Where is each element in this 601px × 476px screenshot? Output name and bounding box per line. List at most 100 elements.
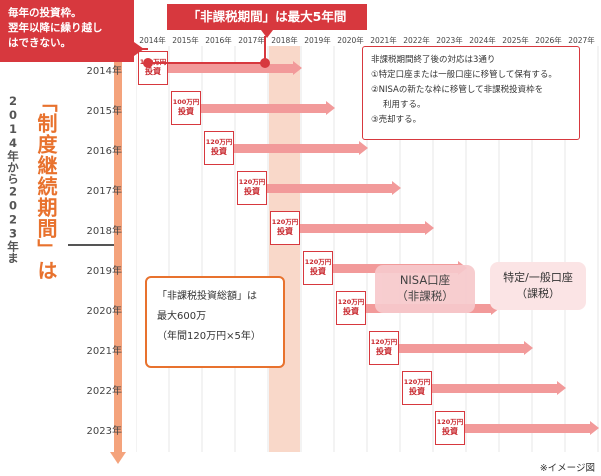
period-indicator-stem — [264, 36, 266, 63]
timeline-column — [236, 46, 267, 452]
tax-free-period-bar — [402, 384, 557, 393]
year-axis-label: 2022年 — [403, 36, 430, 45]
row-year-label: 2019年 — [86, 266, 122, 277]
bar-arrowhead — [293, 61, 302, 75]
row-year-label: 2018年 — [86, 226, 122, 237]
callout-pointer-line — [134, 48, 148, 50]
row-year-label: 2017年 — [86, 186, 122, 197]
annual-investment-box: 120万円 投資 — [270, 211, 300, 245]
note-line-2: ①特定口座または一般口座に移管して保有する。 — [371, 70, 557, 80]
investment-kind: 投資 — [310, 267, 326, 276]
row-year-label: 2021年 — [86, 346, 122, 357]
year-axis-label: 2021年 — [370, 36, 397, 45]
investment-kind: 投資 — [145, 67, 161, 76]
post-period-options-note: 非課税期間終了後の対応は3通り ①特定口座または一般口座に移管して保有する。 ②… — [362, 46, 580, 140]
year-axis-label: 2018年 — [271, 36, 298, 45]
continuation-period-text: 「制度継続期間」は — [34, 92, 58, 281]
investment-amount: 120万円 — [370, 338, 398, 346]
investment-kind: 投資 — [277, 227, 293, 236]
bar-arrowhead — [557, 381, 566, 395]
year-axis-label: 2014年 — [139, 36, 166, 45]
tax-free-period-bar — [369, 344, 524, 353]
investment-kind: 投資 — [376, 347, 392, 356]
tax-free-period-bar — [171, 104, 326, 113]
image-note: ※イメージ図 — [539, 463, 595, 474]
bar-arrowhead — [359, 141, 368, 155]
bar-arrowhead — [524, 341, 533, 355]
row-year-label: 2015年 — [86, 106, 122, 117]
tax-free-period-bar — [237, 184, 392, 193]
row-year-label: 2023年 — [86, 426, 122, 437]
year-axis-label: 2017年 — [238, 36, 265, 45]
investment-amount: 120万円 — [304, 258, 332, 266]
row-year-label: 2014年 — [86, 66, 122, 77]
annual-investment-box: 120万円 投資 — [336, 291, 366, 325]
tax-free-period-bar — [138, 64, 293, 73]
left-timeline-arrow — [110, 452, 126, 464]
investment-amount: 120万円 — [337, 298, 365, 306]
investment-kind: 投資 — [211, 147, 227, 156]
callout-line-3: はできない。 — [8, 37, 71, 49]
investment-kind: 投資 — [442, 427, 458, 436]
period-span-text: 2014年から2023年までの10年間 — [6, 94, 20, 264]
taxable-account-box: 特定/一般口座 （課税） — [490, 262, 586, 310]
investment-amount: 120万円 — [205, 138, 233, 146]
year-axis-label: 2023年 — [436, 36, 463, 45]
investment-amount: 120万円 — [403, 378, 431, 386]
left-timeline-bar — [114, 40, 122, 452]
timeline-column — [269, 46, 300, 452]
annual-investment-box: 120万円 投資 — [204, 131, 234, 165]
year-axis-label: 2019年 — [304, 36, 331, 45]
annual-limit-callout: 毎年の投資枠。 翌年以降に繰り越し はできない。 — [0, 0, 134, 62]
timeline-column — [203, 46, 234, 452]
bar-arrowhead — [425, 221, 434, 235]
bar-arrowhead — [326, 101, 335, 115]
annual-investment-box: 100万円投資 — [171, 91, 201, 125]
period-end-dot — [260, 58, 270, 68]
investment-kind: 投資 — [409, 387, 425, 396]
investment-amount: 100万円 — [172, 98, 200, 106]
callout-line-1: 毎年の投資枠。 — [8, 7, 82, 19]
toku-line-1: 特定/一般口座 — [503, 271, 573, 284]
total-line-2: 最大600万 — [157, 311, 207, 322]
nisa-line-1: NISA口座 — [399, 273, 451, 287]
note-line-3: ②NISAの新たな枠に移管して非課税投資枠を — [371, 85, 544, 95]
year-axis-label: 2026年 — [535, 36, 562, 45]
annual-investment-box: 120万円 投資 — [435, 411, 465, 445]
investment-amount: 120万円 — [436, 418, 464, 426]
period-start-dot — [143, 58, 153, 68]
bar-arrowhead — [392, 181, 401, 195]
annual-investment-box: 120万円 投資 — [303, 251, 333, 285]
timeline-column — [137, 46, 168, 452]
toku-line-2: （課税） — [516, 287, 560, 300]
investment-amount: 120万円 — [271, 218, 299, 226]
row-year-label: 2022年 — [86, 386, 122, 397]
side-connector-line — [68, 244, 114, 246]
period-indicator-line — [149, 62, 265, 64]
year-axis-label: 2027年 — [568, 36, 595, 45]
year-axis-label: 2024年 — [469, 36, 496, 45]
total-investment-box: 「非課税投資総額」は 最大600万 （年間120万円×5年） — [145, 276, 285, 368]
annual-investment-box: 120万円 投資 — [237, 171, 267, 205]
row-year-label: 2020年 — [86, 306, 122, 317]
tax-free-period-bar — [435, 424, 590, 433]
tax-free-period-banner: 「非課税期間」は最大5年間 — [167, 4, 367, 30]
annual-investment-box: 120万円 投資 — [402, 371, 432, 405]
year-axis-label: 2025年 — [502, 36, 529, 45]
nisa-account-box: NISA口座 （非課税） — [375, 265, 475, 313]
year-axis-label: 2015年 — [172, 36, 199, 45]
note-line-1: 非課税期間終了後の対応は3通り — [371, 55, 496, 65]
timeline-column — [335, 46, 366, 452]
investment-kind: 投資 — [178, 107, 194, 116]
note-line-4: 利用する。 — [383, 100, 426, 110]
tax-free-period-bar — [204, 144, 359, 153]
total-line-3: （年間120万円×5年） — [157, 331, 261, 342]
bar-arrowhead — [590, 421, 599, 435]
callout-line-2: 翌年以降に繰り越し — [8, 22, 103, 34]
year-axis-label: 2020年 — [337, 36, 364, 45]
annual-investment-box: 120万円 投資 — [369, 331, 399, 365]
total-line-1: 「非課税投資総額」は — [157, 291, 257, 302]
investment-kind: 投資 — [343, 307, 359, 316]
investment-kind: 投資 — [244, 187, 260, 196]
